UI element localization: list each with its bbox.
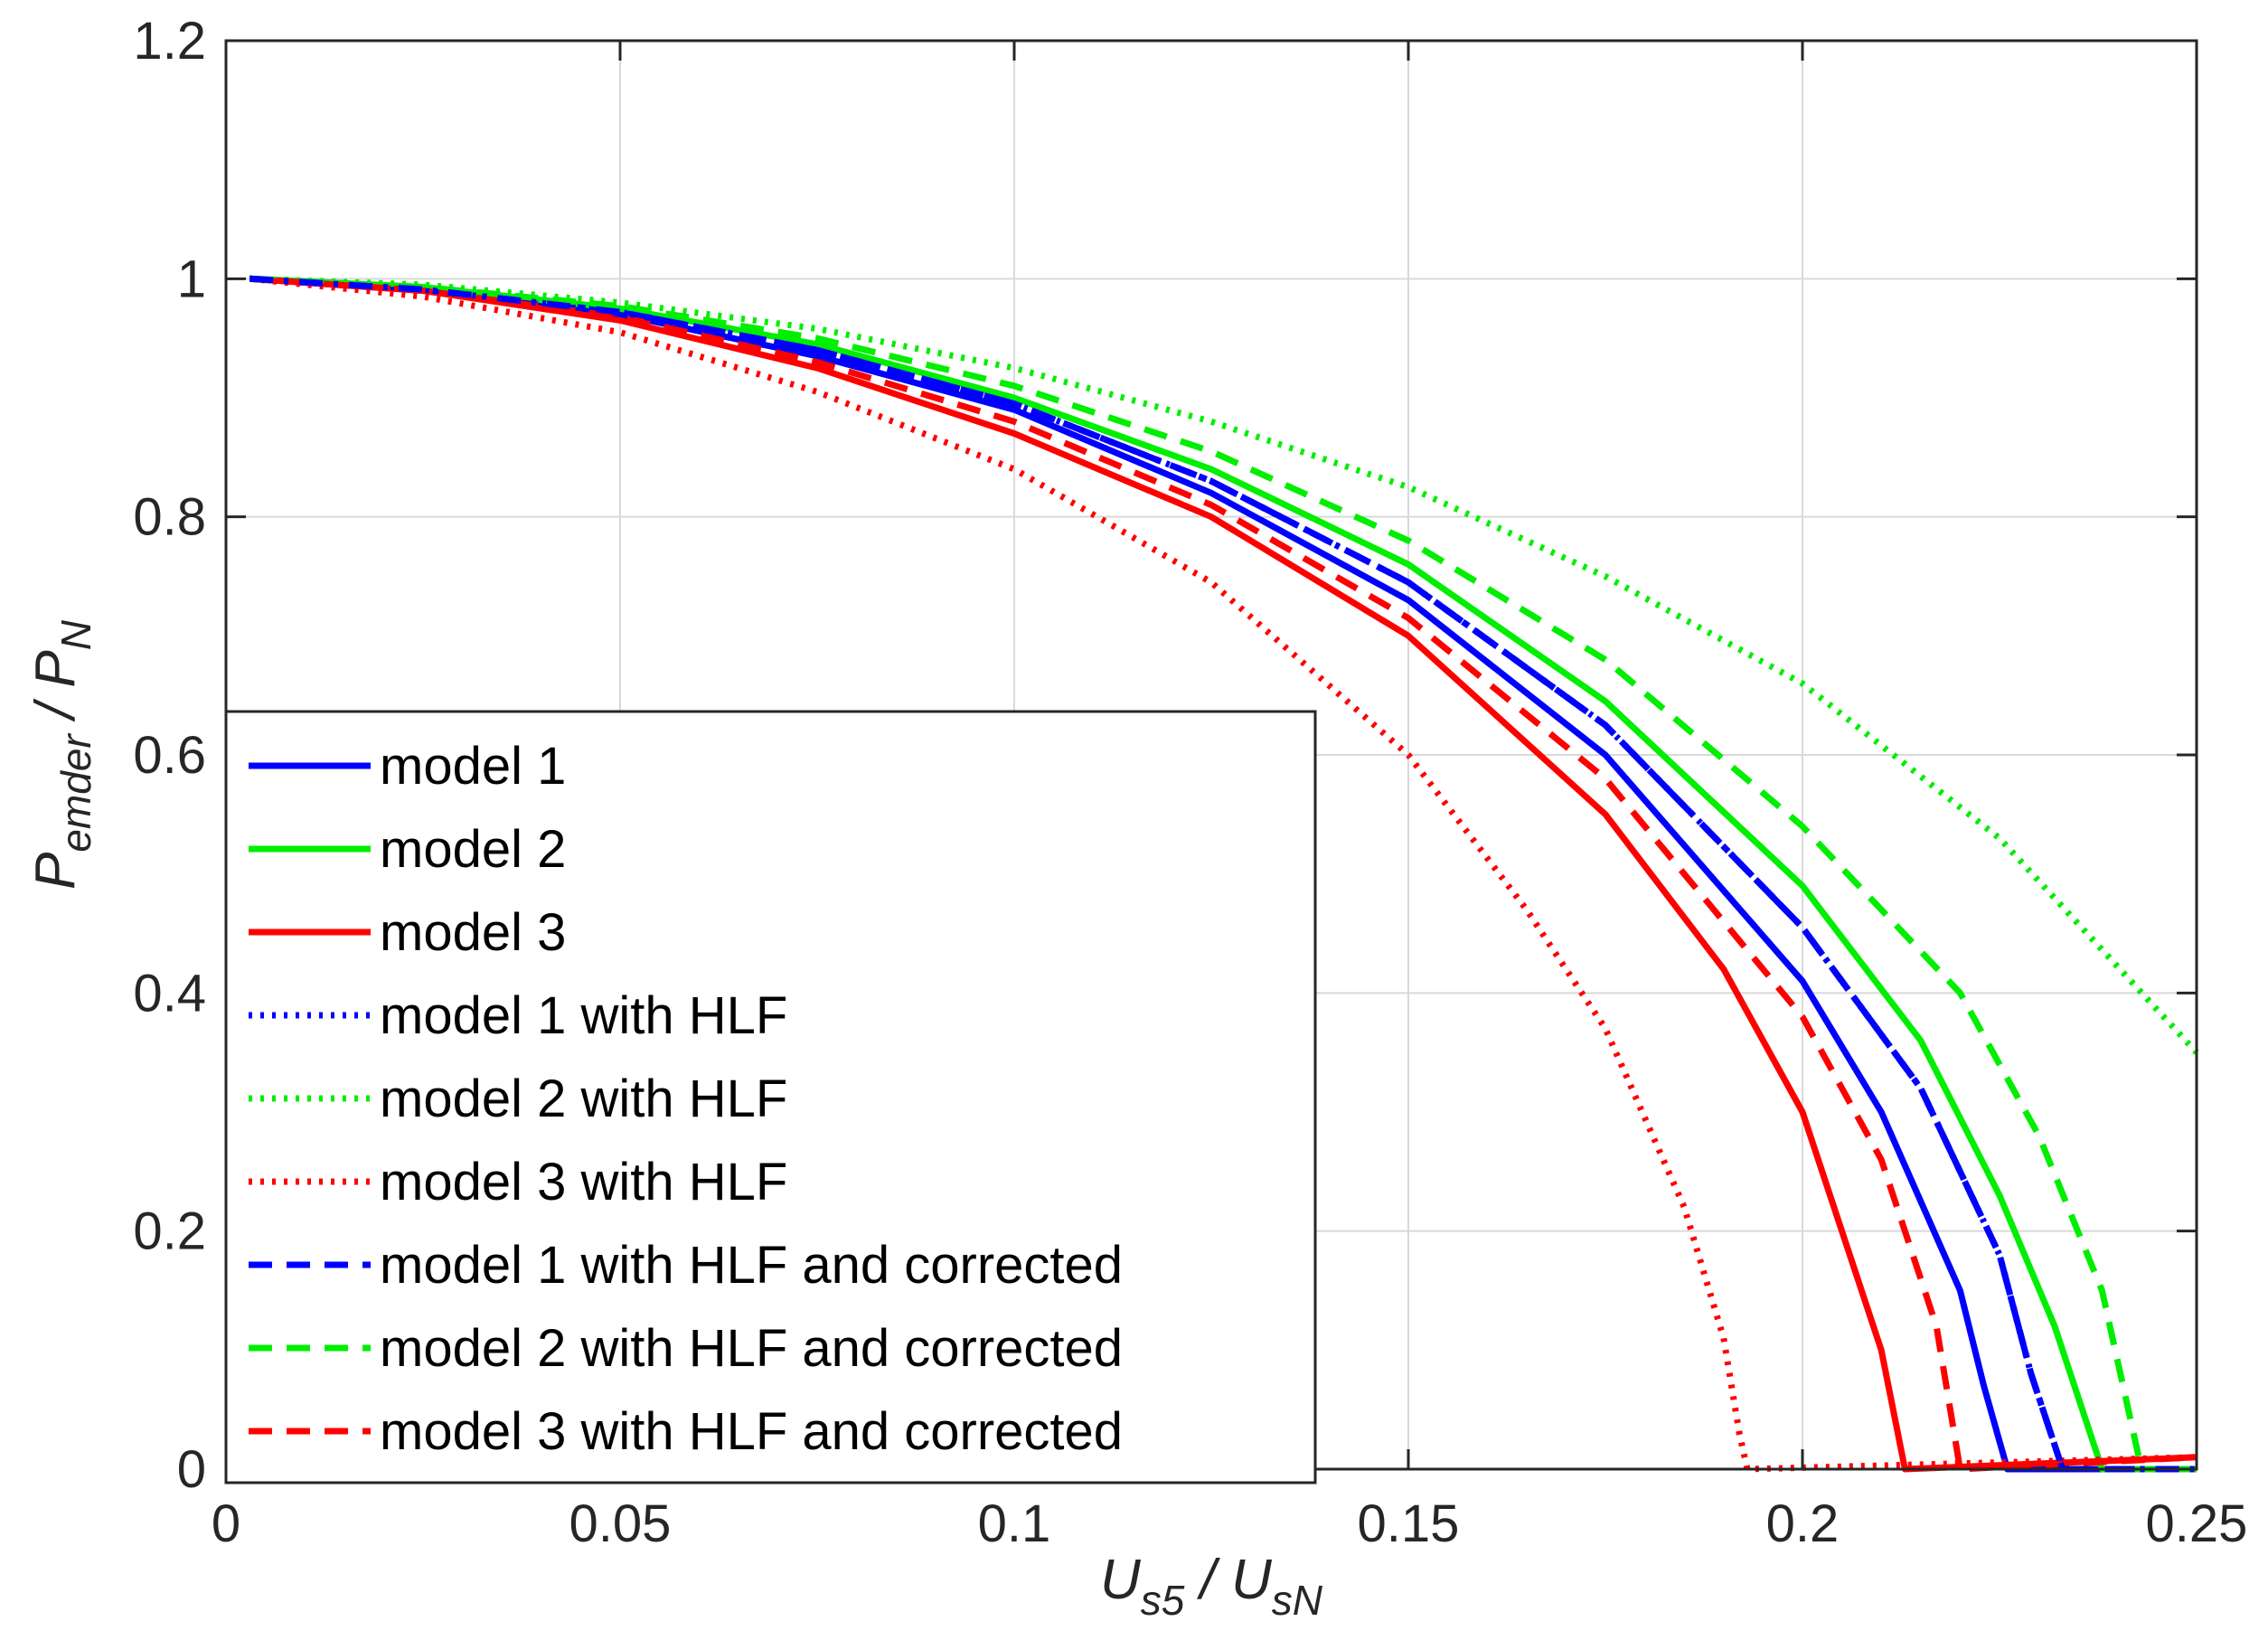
ticks: 0 0.05 0.1 0.15 0.2 0.25 0 0.2 0.4 0.6 0.8 1 1.2 <box>133 12 2247 1553</box>
x-tick-label: 0.1 <box>978 1494 1051 1553</box>
legend-label: model 1 with HLF <box>380 986 787 1045</box>
y-tick-label: 0.8 <box>133 488 206 547</box>
series-line-model-3-with-hlf-and-corrected <box>249 275 2197 1473</box>
x-axis-label-sub2: sN <box>1272 1577 1323 1624</box>
series-line-model-2-with-hlf-and-corrected <box>249 275 2197 1473</box>
legend-label: model 2 with HLF and corrected <box>380 1319 1123 1378</box>
y-tick-label: 0 <box>177 1440 206 1499</box>
legend-box <box>224 710 1317 1484</box>
y-axis-label-sep: / <box>24 688 87 735</box>
y-axis-label-sub1: emder <box>52 733 99 853</box>
y-tick-label: 0.4 <box>133 964 206 1023</box>
legend-label: model 3 <box>380 903 566 962</box>
series-layer <box>249 275 2199 1473</box>
legend-label: model 2 with HLF <box>380 1070 787 1128</box>
y-axis-label-base1: P <box>24 853 87 890</box>
y-axis-label-base2: P <box>24 650 87 687</box>
x-axis-label-base2: U <box>1231 1549 1273 1611</box>
legend: model 1 model 2 model 3 model 1 with HLF mod… <box>224 710 1317 1484</box>
x-tick-label: 0.15 <box>1358 1494 1460 1553</box>
y-tick-label: 1.2 <box>133 12 206 71</box>
x-tick-label: 0 <box>212 1494 240 1553</box>
y-tick-label: 1 <box>177 250 206 308</box>
legend-label: model 3 with HLF <box>380 1153 787 1211</box>
legend-label: model 3 with HLF and corrected <box>380 1402 1123 1461</box>
x-tick-label: 0.25 <box>2146 1494 2248 1553</box>
legend-label: model 2 <box>380 820 566 879</box>
legend-label: model 1 with HLF and corrected <box>380 1236 1123 1295</box>
y-axis-label: Pemder / PN <box>24 619 99 890</box>
legend-label: model 1 <box>380 737 566 796</box>
x-axis-label-sub1: s5 <box>1141 1577 1185 1624</box>
x-tick-label: 0.05 <box>569 1494 672 1553</box>
x-axis-label-sep: / <box>1184 1549 1231 1611</box>
y-axis-label-sub2: N <box>52 619 99 650</box>
y-tick-label: 0.6 <box>133 726 206 785</box>
x-axis-label: Us5 / UsN <box>1100 1549 1323 1624</box>
series-line-model-2-with-hlf <box>249 275 2199 1055</box>
series-line-model-1-dash-dot <box>249 275 2197 1473</box>
series-line-model-2 <box>249 275 2197 1473</box>
series-line-model-3 <box>249 275 2197 1473</box>
x-tick-label: 0.2 <box>1766 1494 1840 1553</box>
y-tick-label: 0.2 <box>133 1202 206 1261</box>
x-axis-label-base1: U <box>1100 1549 1142 1611</box>
